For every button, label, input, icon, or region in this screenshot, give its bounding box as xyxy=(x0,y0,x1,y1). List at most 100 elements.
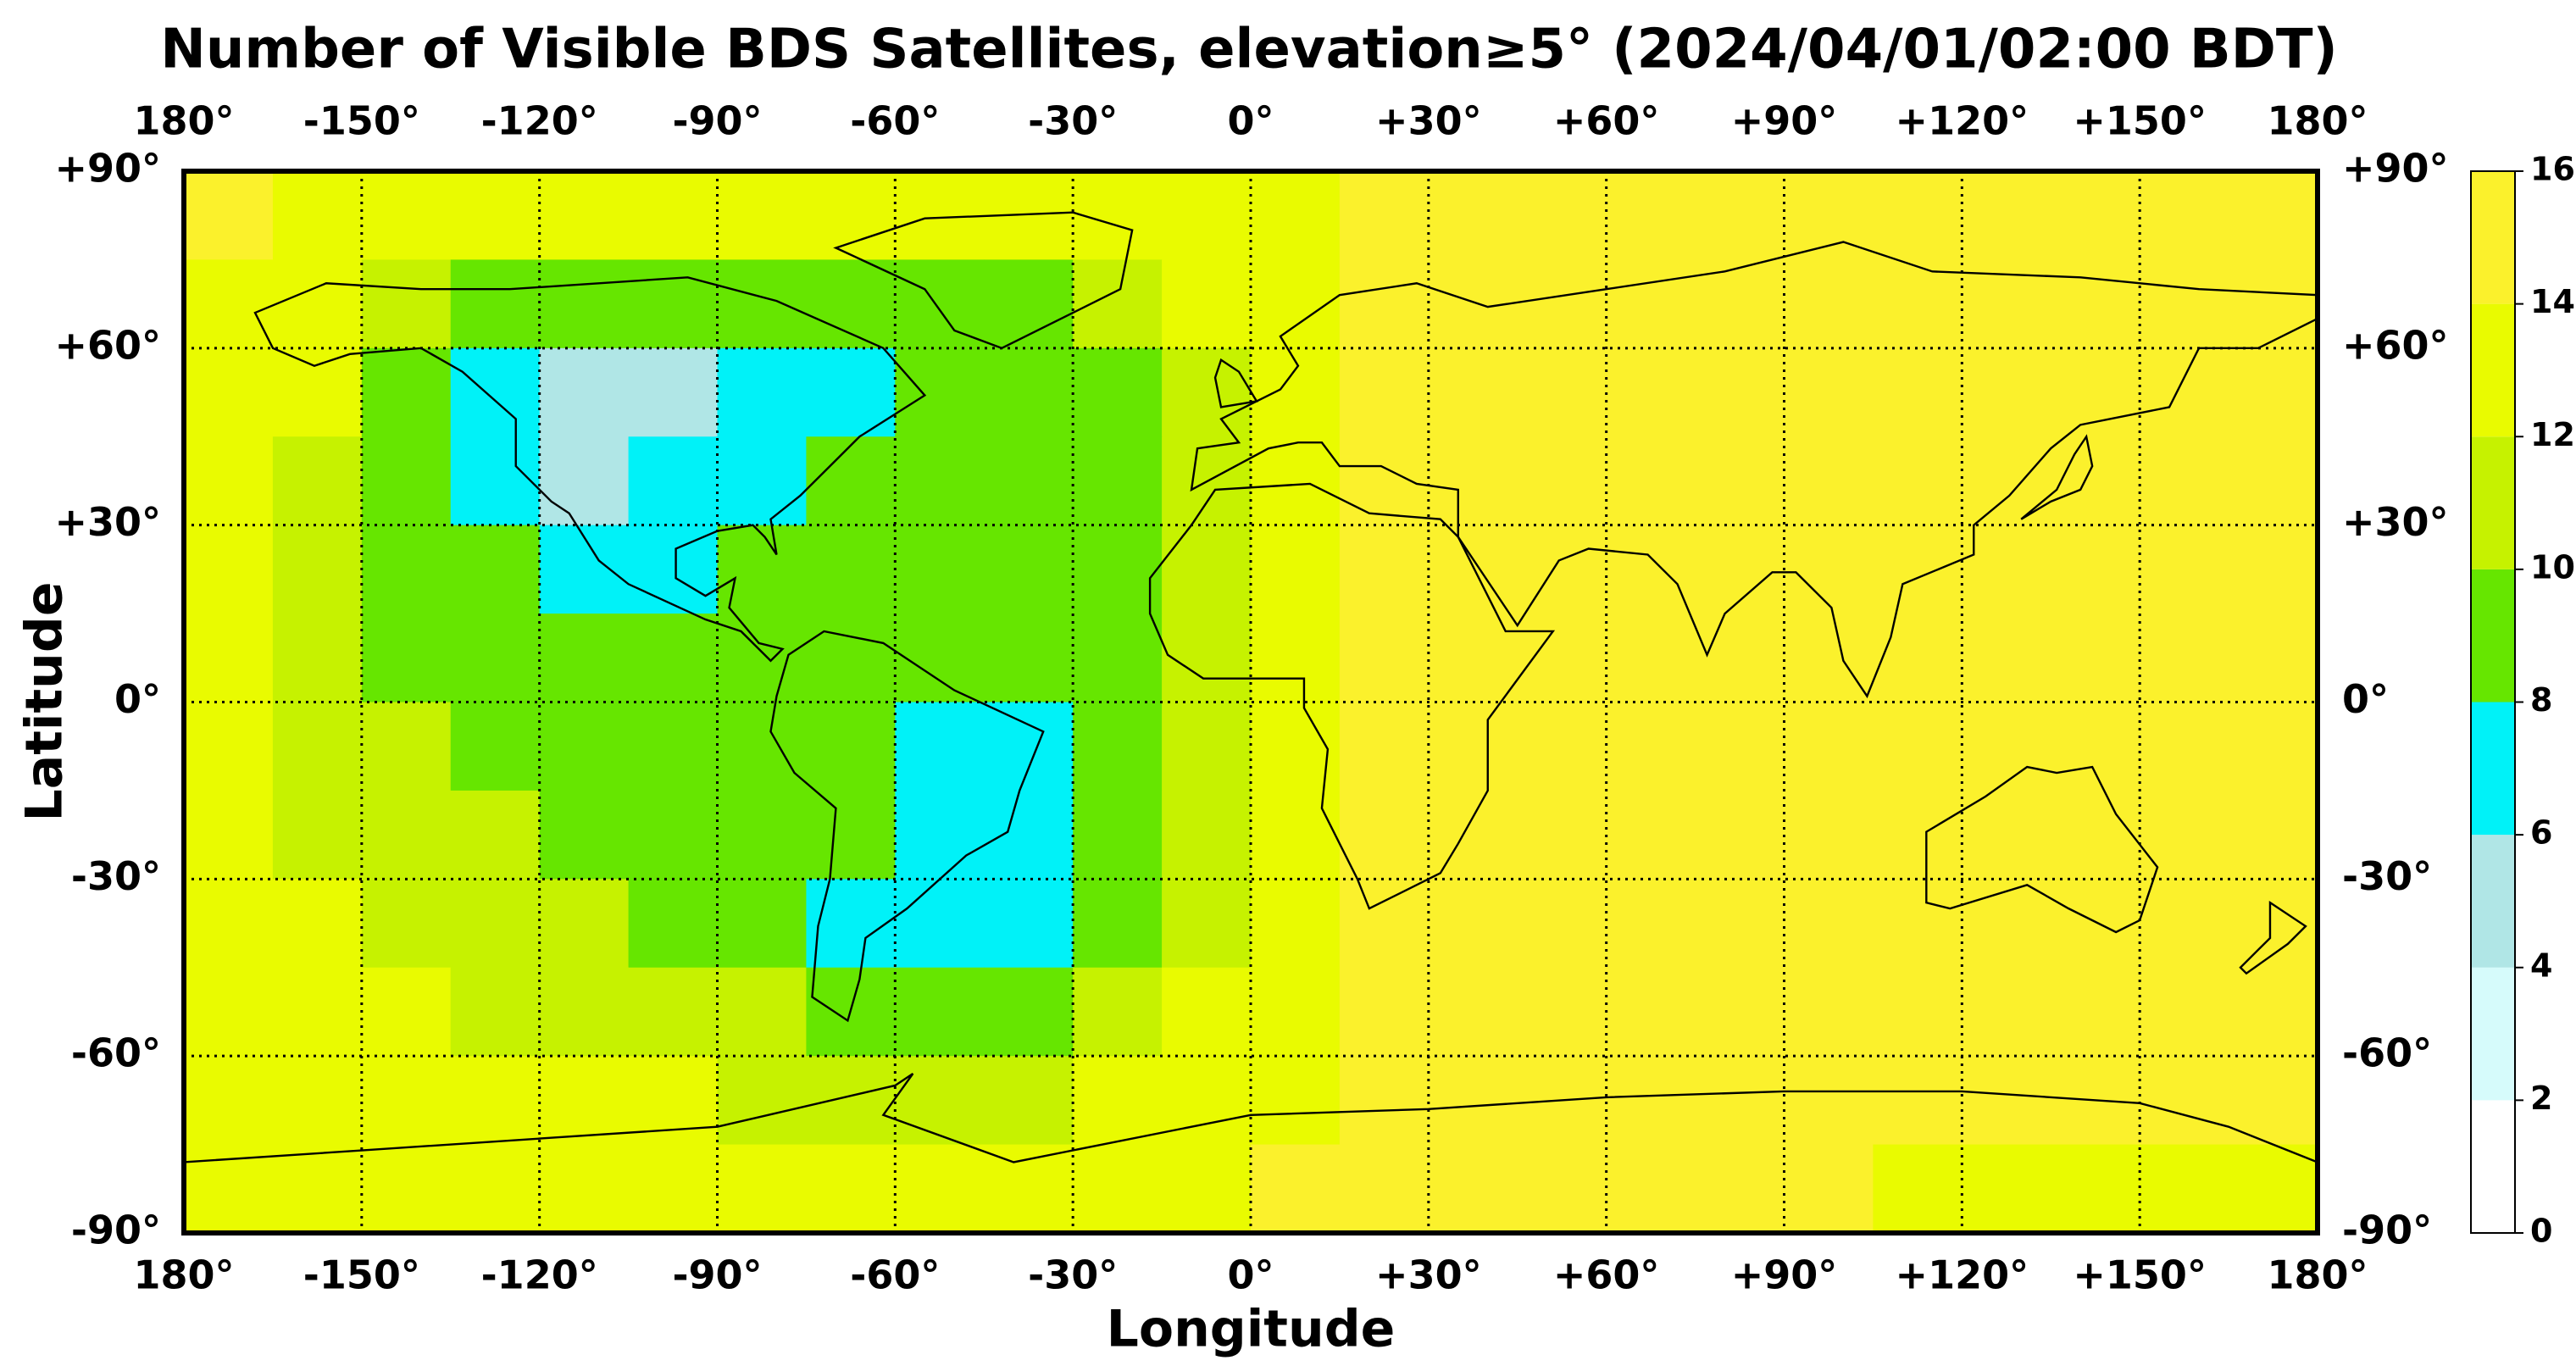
heatmap-cell xyxy=(895,702,985,791)
heatmap-cell xyxy=(1073,347,1163,437)
heatmap-cell xyxy=(450,790,541,880)
heatmap-cell xyxy=(895,879,985,969)
heatmap-cell xyxy=(272,1144,363,1234)
heatmap-cell xyxy=(1251,614,1341,702)
heatmap-cell xyxy=(184,347,274,437)
heatmap-cell xyxy=(1784,614,1874,702)
heatmap-cell xyxy=(2051,1144,2140,1234)
heatmap-cell xyxy=(1695,614,1785,702)
heatmap-cell xyxy=(2229,171,2318,260)
heatmap-cell xyxy=(184,436,274,526)
heatmap-cell xyxy=(1073,1056,1163,1146)
heatmap-cell xyxy=(1962,702,2051,791)
coast-japan xyxy=(2021,436,2092,519)
heatmap-cell xyxy=(1606,790,1696,880)
heatmap-cell xyxy=(2229,967,2318,1057)
heatmap-cell xyxy=(1162,347,1252,437)
coast-antarctica xyxy=(184,1074,2318,1162)
heatmap-cell xyxy=(361,525,452,614)
heatmap-cell xyxy=(450,436,541,526)
heatmap-cell xyxy=(895,967,985,1057)
heatmap-cell xyxy=(1428,790,1518,880)
heatmap-cell xyxy=(717,1056,807,1146)
heatmap-cell xyxy=(895,525,985,614)
x-tick-label-top: -120° xyxy=(481,98,598,144)
heatmap-cell xyxy=(184,1056,274,1146)
heatmap-cell xyxy=(450,614,541,702)
heatmap-cell xyxy=(1517,259,1607,349)
heatmap-cell xyxy=(2051,702,2140,791)
heatmap-cell xyxy=(1606,1144,1696,1234)
heatmap-cell xyxy=(2140,967,2229,1057)
heatmap-cell xyxy=(450,702,541,791)
heatmap-cell xyxy=(450,1056,541,1146)
heatmap-cell xyxy=(450,347,541,437)
heatmap-cell xyxy=(2051,171,2140,260)
coast-eurasia xyxy=(1191,242,2318,697)
heatmap-cell xyxy=(184,171,274,260)
x-tick-label-top: -90° xyxy=(672,98,762,144)
heatmap-cell xyxy=(2229,614,2318,702)
heatmap-cell xyxy=(628,525,718,614)
heatmap-cell xyxy=(450,259,541,349)
heatmap-cell xyxy=(895,790,985,880)
heatmap-cell xyxy=(1695,967,1785,1057)
heatmap-cell xyxy=(361,1144,452,1234)
heatmap-cell xyxy=(1695,171,1785,260)
heatmap-cell xyxy=(539,171,630,260)
heatmap-cell xyxy=(717,1144,807,1234)
heatmap-cell xyxy=(1251,171,1341,260)
heatmap-cell xyxy=(450,525,541,614)
x-tick-label-bottom: +60° xyxy=(1553,1252,1660,1298)
heatmap-cell xyxy=(1962,879,2051,969)
heatmap-cell xyxy=(1073,525,1163,614)
colorbar-segment xyxy=(2471,303,2515,437)
y-tick-label-right: -60° xyxy=(2342,1030,2432,1076)
heatmap-cell xyxy=(539,525,630,614)
heatmap-cell xyxy=(2229,259,2318,349)
heatmap-cell xyxy=(984,702,1074,791)
colorbar-tick-label: 4 xyxy=(2530,947,2552,984)
heatmap-cell xyxy=(1428,879,1518,969)
heatmap-cell xyxy=(1784,1144,1874,1234)
heatmap-cell xyxy=(1339,525,1430,614)
heatmap-cell xyxy=(806,879,896,969)
heatmap-cell xyxy=(1073,436,1163,526)
heatmap-cell xyxy=(2140,879,2229,969)
x-axis-label: Longitude xyxy=(1107,1300,1396,1359)
heatmap-cell xyxy=(539,1144,630,1234)
heatmap-cell xyxy=(1517,436,1607,526)
heatmap-cell xyxy=(272,790,363,880)
heatmap-cell xyxy=(895,614,985,702)
heatmap-cell xyxy=(806,259,896,349)
y-tick-label-right: -90° xyxy=(2342,1208,2432,1253)
heatmap-cell xyxy=(1339,879,1430,969)
heatmap-cell xyxy=(895,347,985,437)
x-tick-label-bottom: -90° xyxy=(672,1252,762,1298)
heatmap-cell xyxy=(184,525,274,614)
heatmap-cell xyxy=(1606,525,1696,614)
heatmap-cell xyxy=(1073,967,1163,1057)
y-tick-label-left: -90° xyxy=(71,1208,161,1253)
heatmap-cell xyxy=(1962,790,2051,880)
heatmap-cell xyxy=(1873,347,1963,437)
x-tick-label-top: -30° xyxy=(1028,98,1118,144)
coast-greenland xyxy=(836,213,1132,348)
heatmap-cell xyxy=(184,259,274,349)
heatmap-cell xyxy=(1517,347,1607,437)
heatmap-cell xyxy=(1428,702,1518,791)
heatmap-cell xyxy=(1606,702,1696,791)
heatmap-cell xyxy=(717,790,807,880)
heatmap-cell xyxy=(628,702,718,791)
y-tick-label-left: +90° xyxy=(54,146,161,192)
heatmap-cell xyxy=(717,347,807,437)
heatmap-cell xyxy=(984,790,1074,880)
heatmap-cell xyxy=(1428,1056,1518,1146)
heatmap-cell xyxy=(1339,171,1430,260)
x-tick-label-top: -150° xyxy=(303,98,420,144)
heatmap-cell xyxy=(2051,790,2140,880)
heatmap-cell xyxy=(717,879,807,969)
heatmap-cell xyxy=(1873,614,1963,702)
heatmap-cell xyxy=(2229,1144,2318,1234)
heatmap-cell xyxy=(895,1144,985,1234)
